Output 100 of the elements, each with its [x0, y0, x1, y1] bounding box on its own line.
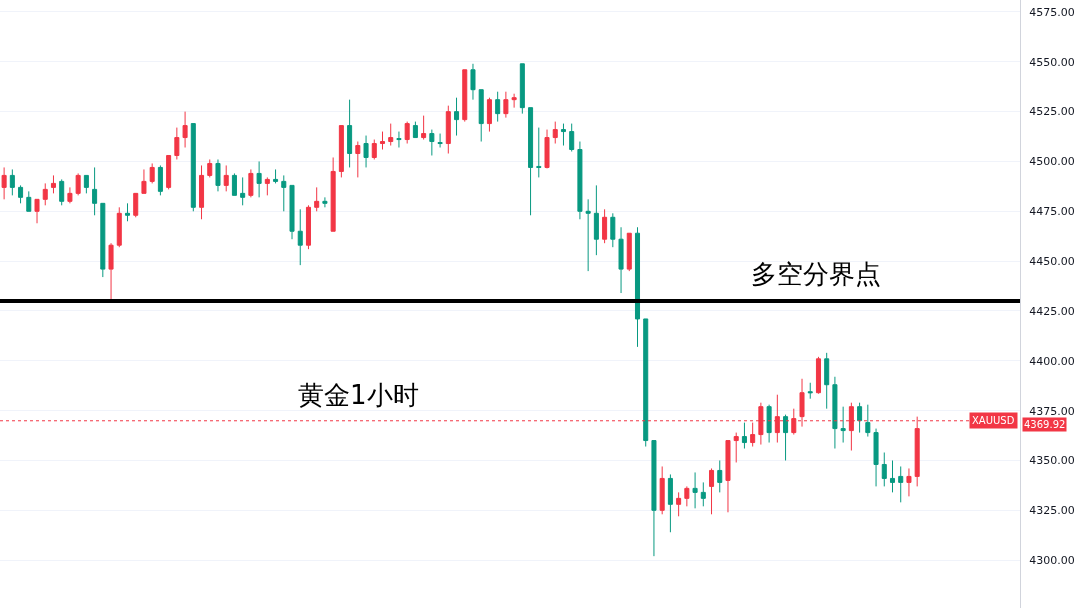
- candlestick: [404, 121, 410, 145]
- y-tick-label: 4375.00: [1029, 404, 1075, 418]
- candlestick: [486, 97, 492, 133]
- candlestick: [256, 160, 262, 198]
- candlestick: [906, 467, 912, 497]
- candlestick: [717, 459, 723, 493]
- candlestick: [511, 93, 517, 109]
- candlestick: [667, 473, 673, 533]
- candlestick: [766, 404, 772, 444]
- candlestick: [34, 198, 40, 224]
- candlestick: [495, 91, 501, 123]
- candlestick: [18, 184, 24, 204]
- candlestick: [676, 491, 682, 517]
- candlestick: [42, 182, 48, 206]
- candlestick: [741, 422, 747, 450]
- y-tick-label: 4500.00: [1029, 155, 1075, 169]
- candlestick: [273, 168, 279, 184]
- y-tick-label: 4425.00: [1029, 304, 1075, 318]
- candlestick: [108, 242, 114, 302]
- candlestick: [67, 186, 73, 204]
- candlestick: [610, 212, 616, 248]
- candlestick: [725, 440, 731, 513]
- candlestick: [873, 428, 879, 487]
- candlestick: [338, 125, 344, 178]
- candlestick: [889, 459, 896, 493]
- candlestick: [750, 422, 756, 448]
- candlestick: [231, 172, 237, 196]
- candlestick: [1, 166, 7, 200]
- candlestick: [124, 202, 131, 222]
- candlestick: [544, 129, 550, 169]
- candlestick: [248, 168, 254, 198]
- candlestick: [552, 121, 558, 145]
- candlestick: [659, 465, 665, 515]
- candlestick: [865, 404, 871, 438]
- candlestick: [322, 196, 328, 208]
- candlestick: [585, 198, 591, 272]
- candlestick: [297, 208, 303, 266]
- candlestick: [59, 178, 65, 206]
- candlestick: [199, 164, 205, 220]
- candlestick: [857, 402, 863, 434]
- candlestick: [454, 97, 460, 137]
- y-tick-label: 4350.00: [1029, 454, 1075, 468]
- candlestick: [602, 208, 608, 244]
- candlestick: [462, 69, 468, 123]
- candlestick: [371, 139, 377, 160]
- y-tick-label: 4475.00: [1029, 205, 1075, 219]
- candlestick: [815, 356, 821, 395]
- candlestick: [684, 485, 690, 507]
- candlestick: [421, 115, 427, 141]
- candlestick: [314, 186, 320, 212]
- candlestick: [412, 121, 418, 139]
- candlestick: [50, 174, 56, 194]
- candlestick: [593, 184, 599, 256]
- y-tick-label: 4300.00: [1029, 554, 1075, 568]
- candlestick: [174, 127, 180, 160]
- candlestick: [643, 318, 649, 448]
- candlestick: [75, 172, 81, 196]
- candlestick: [478, 89, 484, 143]
- candlestick: [9, 168, 15, 196]
- candlestick: [577, 141, 583, 220]
- candlestick: [560, 123, 566, 147]
- candlestick: [470, 63, 476, 101]
- candlestick: [569, 123, 575, 152]
- candlestick: [92, 166, 98, 216]
- candlestick: [157, 164, 163, 196]
- candlestick: [618, 226, 624, 294]
- candlestick: [26, 190, 32, 212]
- candlestick: [149, 162, 155, 184]
- y-tick-label: 4450.00: [1029, 254, 1075, 268]
- candlestick: [141, 168, 147, 194]
- candlestick: [388, 123, 394, 147]
- candlestick: [396, 131, 402, 149]
- candlestick: [223, 164, 229, 192]
- candlestick: [166, 154, 172, 190]
- candlestick: [528, 107, 534, 216]
- candlestick: [355, 141, 361, 178]
- candlestick: [634, 226, 641, 348]
- candlestick: [783, 414, 789, 461]
- candlestick: [881, 452, 887, 487]
- candlestick: [264, 176, 270, 196]
- candlestick: [379, 131, 386, 151]
- candlestick: [133, 192, 139, 218]
- candlestick: [824, 352, 830, 410]
- y-tick-label: 4575.00: [1029, 5, 1075, 19]
- candlestick: [281, 174, 287, 212]
- candlestick: [536, 127, 542, 178]
- candlestick: [519, 63, 525, 115]
- candlestick: [305, 204, 311, 250]
- candlestick: [116, 206, 122, 248]
- candlestick: [700, 481, 706, 507]
- y-tick-label: 4550.00: [1029, 55, 1075, 69]
- candlestick: [503, 91, 509, 119]
- candlestick: [445, 105, 451, 154]
- candlestick: [182, 111, 188, 149]
- candlestick: [898, 465, 904, 503]
- y-tick-label: 4400.00: [1029, 354, 1075, 368]
- candlestick: [347, 99, 353, 168]
- annotation: 黄金1小时: [298, 380, 419, 410]
- candlestick: [240, 176, 246, 206]
- candlestick: [429, 129, 435, 156]
